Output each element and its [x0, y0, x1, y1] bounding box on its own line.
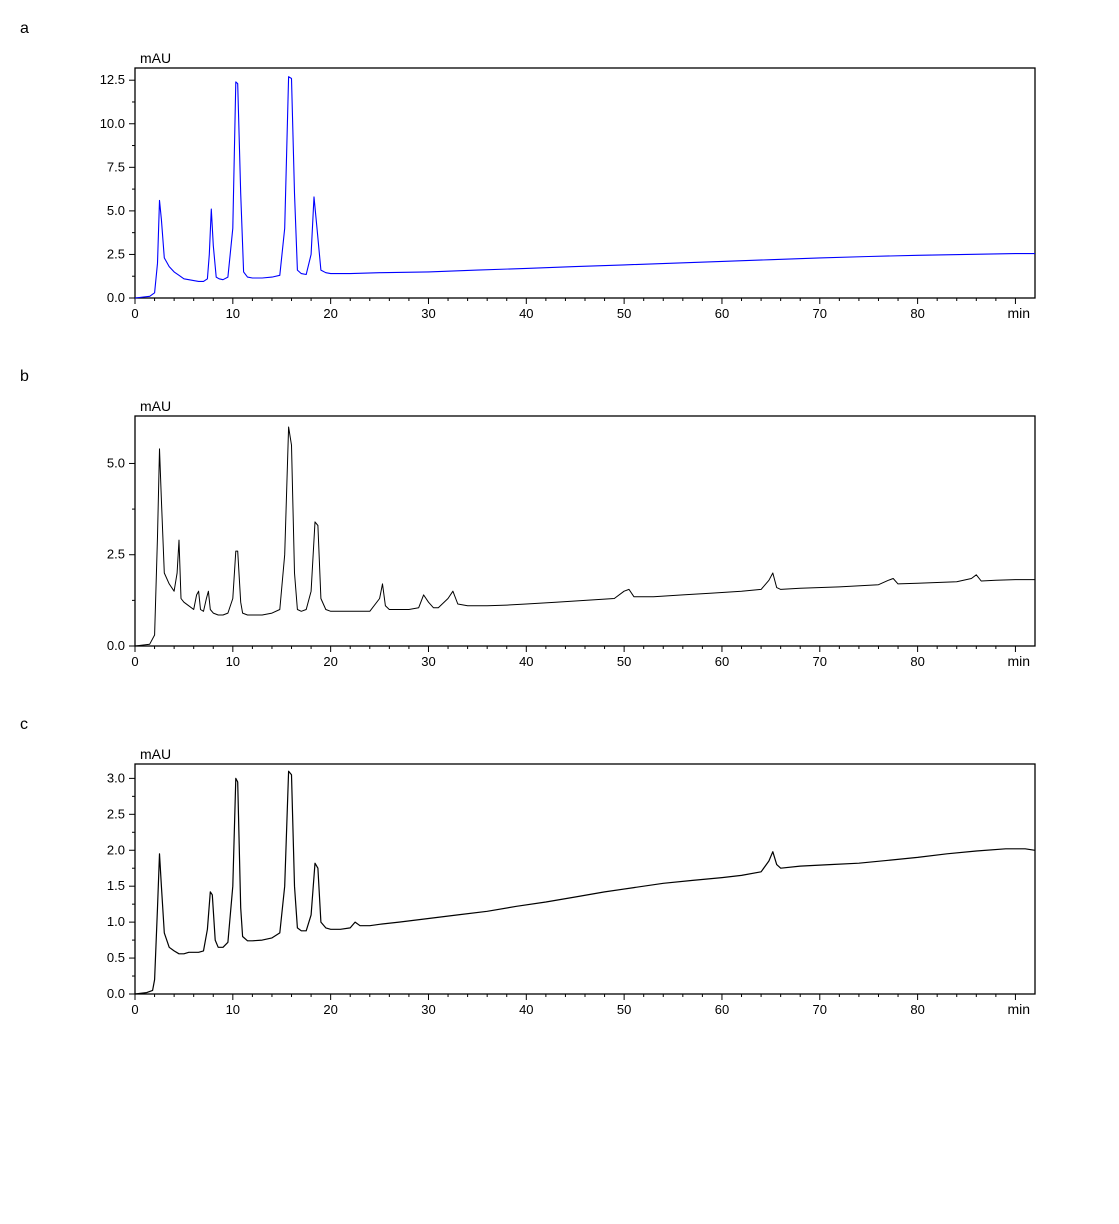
xtick-label: 40: [519, 306, 533, 321]
ytick-label: 7.5: [107, 159, 125, 174]
ytick-label: 0.0: [107, 986, 125, 1001]
xtick-label: 30: [421, 306, 435, 321]
ytick-label: 0.0: [107, 638, 125, 653]
trace-a: [135, 77, 1035, 298]
xtick-label: 80: [910, 306, 924, 321]
ytick-label: 1.0: [107, 914, 125, 929]
xtick-label: 0: [131, 306, 138, 321]
ytick-label: 3.0: [107, 770, 125, 785]
xtick-label: 60: [715, 1002, 729, 1017]
ytick-label: 10.0: [100, 116, 125, 131]
xtick-label: 10: [226, 306, 240, 321]
xtick-label: 60: [715, 306, 729, 321]
xtick-label: 20: [323, 654, 337, 669]
xtick-label: 80: [910, 1002, 924, 1017]
ytick-label: 0.0: [107, 290, 125, 305]
xtick-label: 20: [323, 1002, 337, 1017]
y-axis-label: mAU: [140, 50, 171, 66]
xtick-label: 60: [715, 654, 729, 669]
panel-label-a: a: [20, 20, 1099, 38]
panel-c: c 0.0 0.5 1.0 1.5 2.0 2.5 3.0 0 10 20 30 40 50 60 70 80 m…: [20, 716, 1099, 1029]
x-axis-label: min: [1007, 305, 1030, 321]
trace-b: [135, 427, 1035, 646]
panel-b: b 0.0 2.5 5.0 0 10 20 30 40 50 60 70 80 mAU min: [20, 368, 1099, 681]
xtick-label: 70: [813, 1002, 827, 1017]
y-axis-label: mAU: [140, 746, 171, 762]
xtick-label: 0: [131, 654, 138, 669]
xtick-label: 30: [421, 1002, 435, 1017]
y-axis-label: mAU: [140, 398, 171, 414]
xtick-label: 70: [813, 654, 827, 669]
trace-c: [135, 771, 1035, 994]
xtick-label: 30: [421, 654, 435, 669]
ytick-label: 5.0: [107, 455, 125, 470]
panel-label-c: c: [20, 716, 1099, 734]
xtick-label: 50: [617, 654, 631, 669]
ytick-label: 2.5: [107, 246, 125, 261]
xtick-label: 40: [519, 1002, 533, 1017]
xtick-label: 10: [226, 654, 240, 669]
xtick-label: 50: [617, 1002, 631, 1017]
chromatogram-c: 0.0 0.5 1.0 1.5 2.0 2.5 3.0 0 10 20 30 40 50 60 70 80 mA…: [80, 739, 1040, 1029]
xtick-label: 50: [617, 306, 631, 321]
xtick-label: 70: [813, 306, 827, 321]
x-axis-label: min: [1007, 1001, 1030, 1017]
ytick-label: 2.0: [107, 842, 125, 857]
panel-a: a 0.0 2.5 5.0 7.5 10.0 12.5 0 10 20 30 40 50 60 70 80 mA…: [20, 20, 1099, 333]
chromatogram-a: 0.0 2.5 5.0 7.5 10.0 12.5 0 10 20 30 40 50 60 70 80 mAU…: [80, 43, 1040, 333]
ytick-label: 12.5: [100, 72, 125, 87]
panel-label-b: b: [20, 368, 1099, 386]
xtick-label: 0: [131, 1002, 138, 1017]
ytick-label: 2.5: [107, 547, 125, 562]
chromatogram-b: 0.0 2.5 5.0 0 10 20 30 40 50 60 70 80 mAU min: [80, 391, 1040, 681]
x-axis-label: min: [1007, 653, 1030, 669]
xtick-label: 80: [910, 654, 924, 669]
xtick-label: 10: [226, 1002, 240, 1017]
ytick-label: 1.5: [107, 878, 125, 893]
ytick-label: 2.5: [107, 806, 125, 821]
ytick-label: 5.0: [107, 203, 125, 218]
ytick-label: 0.5: [107, 950, 125, 965]
xtick-label: 20: [323, 306, 337, 321]
xtick-label: 40: [519, 654, 533, 669]
